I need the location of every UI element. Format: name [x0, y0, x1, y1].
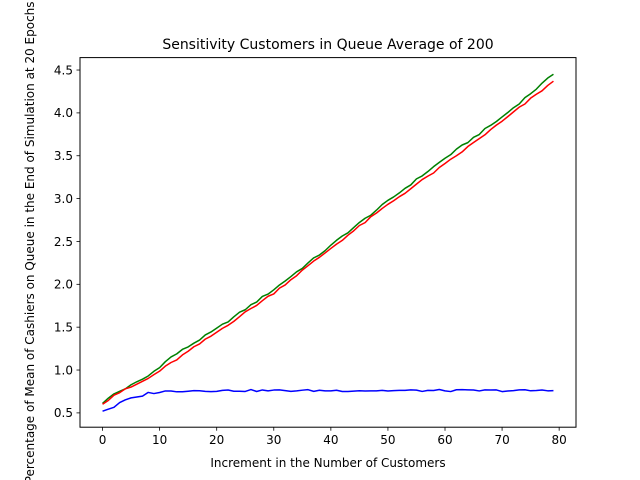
plot-frame — [79, 57, 577, 428]
y-axis-label: Percentage of Mean of Cashiers on Queue … — [23, 1, 37, 480]
x-tick-label: 10 — [152, 433, 167, 447]
series-line-1 — [102, 73, 554, 405]
x-axis-ticks: 0 10 20 30 40 50 60 70 80 — [99, 427, 567, 447]
y-tick-label: 0.5 — [54, 406, 73, 420]
chart-title: Sensitivity Customers in Queue Average o… — [162, 37, 493, 53]
x-tick-label: 50 — [380, 433, 395, 447]
y-tick-label: 2.0 — [54, 278, 73, 292]
x-tick-label: 40 — [323, 433, 338, 447]
y-tick-label: 1.0 — [54, 363, 73, 377]
y-tick-label: 4.0 — [54, 106, 73, 120]
series-line-3 — [102, 388, 554, 412]
x-tick-label: 70 — [494, 433, 509, 447]
x-axis-label: Increment in the Number of Customers — [210, 456, 445, 470]
y-tick-label: 2.5 — [54, 235, 73, 249]
series-layer — [102, 73, 554, 412]
x-tick-label: 0 — [99, 433, 107, 447]
y-tick-label: 4.5 — [54, 63, 73, 77]
x-tick-label: 80 — [552, 433, 567, 447]
x-tick-label: 20 — [209, 433, 224, 447]
y-tick-label: 1.5 — [54, 320, 73, 334]
x-tick-label: 30 — [266, 433, 281, 447]
y-tick-label: 3.0 — [54, 192, 73, 206]
series-line-2 — [102, 80, 554, 405]
x-tick-label: 60 — [437, 433, 452, 447]
y-axis-ticks: 0.5 1.0 1.5 2.0 2.5 3.0 3.5 4.0 4.5 — [54, 63, 80, 420]
y-tick-label: 3.5 — [54, 149, 73, 163]
